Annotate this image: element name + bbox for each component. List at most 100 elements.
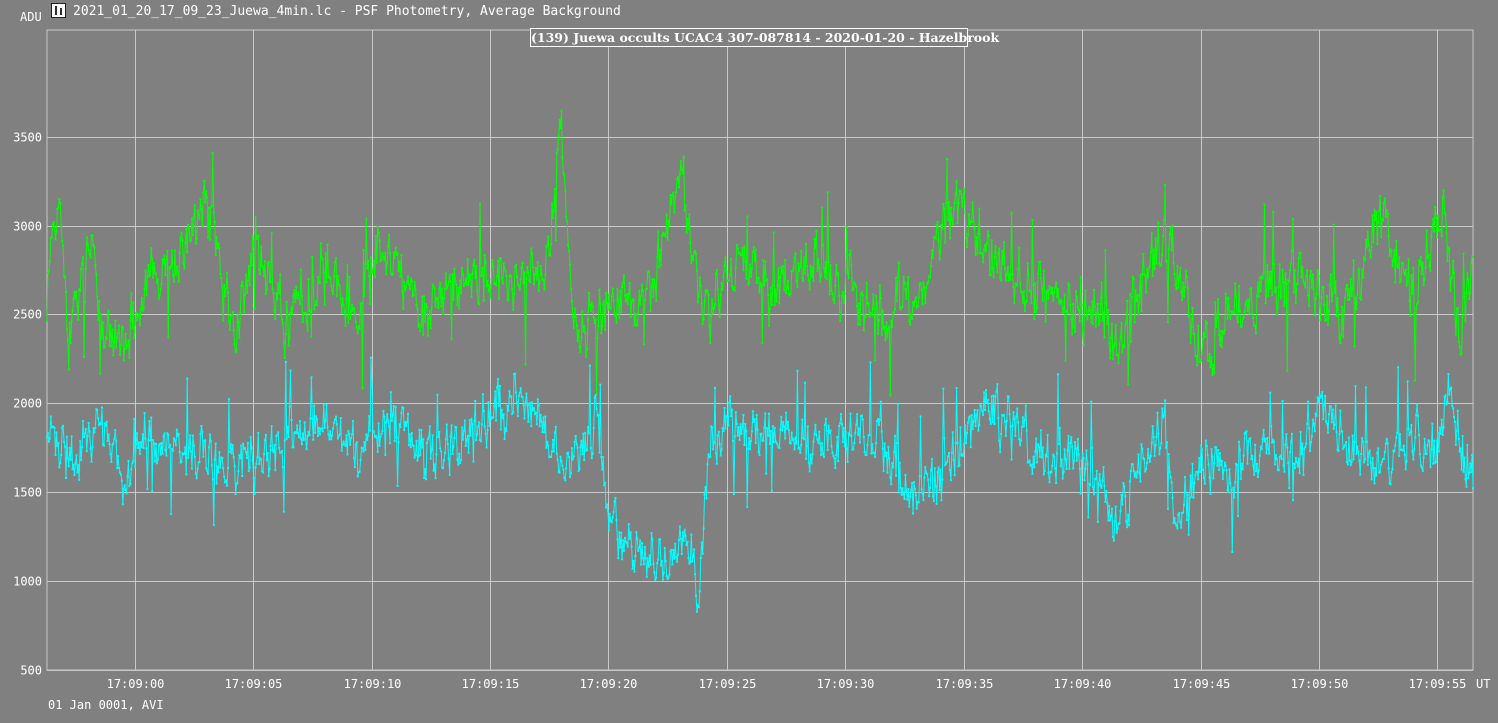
data-point <box>646 557 649 560</box>
data-point <box>193 455 196 458</box>
data-point <box>1075 459 1078 462</box>
data-point <box>1093 305 1096 308</box>
data-point <box>848 434 851 437</box>
data-point <box>713 307 715 310</box>
data-point <box>1228 314 1231 317</box>
lightcurve-app-icon[interactable] <box>51 3 66 18</box>
data-point <box>1156 411 1159 414</box>
data-point <box>1418 433 1420 436</box>
data-point <box>144 269 147 272</box>
data-point <box>1370 478 1373 481</box>
data-point <box>1174 284 1177 287</box>
data-point <box>287 344 290 347</box>
data-point <box>761 342 764 345</box>
data-point <box>120 325 123 328</box>
data-point <box>492 265 495 268</box>
data-point <box>835 264 838 267</box>
data-point <box>765 472 768 475</box>
data-point <box>123 348 126 351</box>
data-point <box>292 295 295 298</box>
data-point <box>793 448 796 451</box>
data-point <box>858 302 860 305</box>
data-point <box>1119 509 1122 512</box>
data-point <box>1218 469 1221 472</box>
data-point <box>1439 432 1442 435</box>
data-point <box>87 422 90 424</box>
data-point <box>136 432 138 435</box>
data-point <box>961 453 964 456</box>
data-point <box>286 314 289 317</box>
data-point <box>1211 455 1214 458</box>
data-point <box>329 430 332 433</box>
data-point <box>1324 394 1327 397</box>
data-point <box>599 383 602 386</box>
data-point <box>733 435 736 438</box>
data-point <box>336 275 339 278</box>
data-point <box>1368 449 1371 452</box>
data-point <box>1360 298 1363 301</box>
data-point <box>765 280 768 282</box>
data-point <box>123 484 126 487</box>
data-point <box>800 444 803 447</box>
data-point <box>65 291 67 294</box>
data-point <box>1364 386 1367 389</box>
data-point <box>1321 391 1324 394</box>
data-point <box>67 368 70 371</box>
data-point <box>407 275 409 278</box>
data-point <box>1079 276 1082 279</box>
data-point <box>782 265 785 268</box>
data-point <box>595 392 598 395</box>
data-point <box>382 409 385 412</box>
data-point <box>370 356 372 359</box>
data-point <box>888 457 891 460</box>
data-point <box>940 224 943 226</box>
data-point <box>1070 318 1073 321</box>
data-point <box>139 441 142 444</box>
data-point <box>1250 287 1253 290</box>
data-point <box>210 205 213 208</box>
data-point <box>462 438 464 441</box>
data-point <box>164 274 167 277</box>
data-point <box>478 421 481 424</box>
data-point <box>422 438 425 441</box>
data-point <box>426 305 428 308</box>
data-point <box>1035 437 1038 440</box>
data-point <box>877 332 879 335</box>
data-point <box>960 454 963 457</box>
data-point <box>49 415 52 418</box>
data-point <box>231 311 234 314</box>
data-point <box>83 436 85 439</box>
data-point <box>308 434 311 437</box>
data-point <box>590 457 593 460</box>
data-point <box>638 546 641 549</box>
data-point <box>310 376 313 379</box>
data-point <box>128 356 131 359</box>
data-point <box>831 292 834 295</box>
data-point <box>501 282 504 285</box>
data-point <box>918 475 921 478</box>
data-point <box>1032 455 1035 458</box>
data-point <box>208 207 210 209</box>
data-point <box>977 233 980 236</box>
data-point <box>1193 333 1196 336</box>
data-point <box>922 281 925 284</box>
data-point <box>564 189 567 192</box>
data-point <box>248 466 251 469</box>
data-point <box>167 433 170 436</box>
data-point <box>673 211 676 214</box>
data-point <box>708 324 711 327</box>
data-point <box>1191 462 1194 465</box>
data-point <box>1239 477 1242 480</box>
data-point <box>322 403 325 406</box>
data-point <box>1169 476 1172 479</box>
data-point <box>1279 454 1282 457</box>
data-point <box>584 431 587 434</box>
data-point <box>406 281 409 284</box>
data-point <box>483 425 486 428</box>
data-point <box>335 415 337 418</box>
data-point <box>466 434 469 437</box>
data-point <box>450 338 453 341</box>
data-point <box>356 475 359 478</box>
data-point <box>84 428 87 430</box>
data-point <box>1349 464 1352 466</box>
